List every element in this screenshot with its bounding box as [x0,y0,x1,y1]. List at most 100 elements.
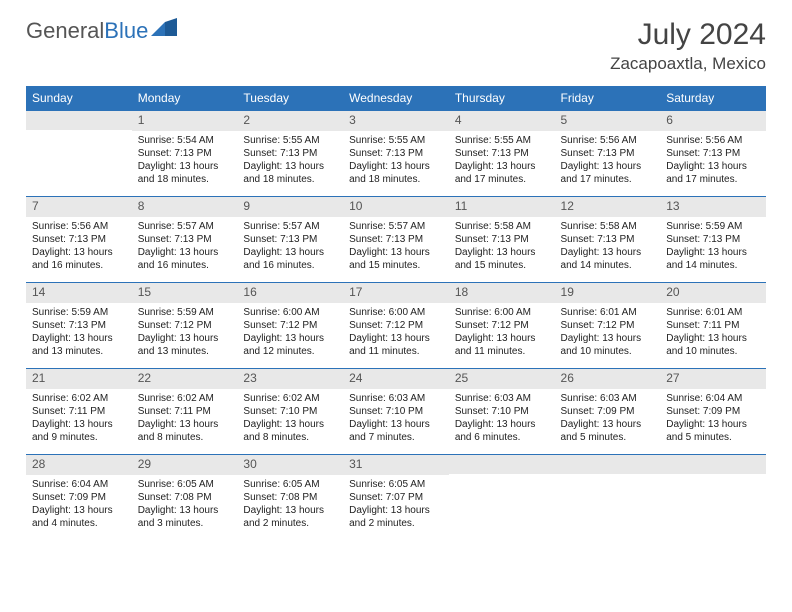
day-line: Daylight: 13 hours [349,504,443,517]
day-line: Sunrise: 5:55 AM [243,134,337,147]
day-number: 30 [237,455,343,475]
day-line: Sunrise: 6:05 AM [138,478,232,491]
calendar-cell: 1Sunrise: 5:54 AMSunset: 7:13 PMDaylight… [132,111,238,197]
day-line: Sunset: 7:13 PM [666,233,760,246]
day-header-monday: Monday [132,86,238,111]
day-line: Sunset: 7:07 PM [349,491,443,504]
calendar-cell: 26Sunrise: 6:03 AMSunset: 7:09 PMDayligh… [555,369,661,455]
day-line: Sunrise: 5:55 AM [455,134,549,147]
day-line: Daylight: 13 hours [455,332,549,345]
day-line: and 18 minutes. [243,173,337,186]
day-line: Sunrise: 6:04 AM [666,392,760,405]
calendar-cell: 5Sunrise: 5:56 AMSunset: 7:13 PMDaylight… [555,111,661,197]
day-number: 8 [132,197,238,217]
day-line: and 7 minutes. [349,431,443,444]
day-number: 31 [343,455,449,475]
day-line: Sunrise: 5:56 AM [32,220,126,233]
day-line: Sunset: 7:09 PM [32,491,126,504]
day-number [555,455,661,474]
calendar-cell [555,455,661,541]
day-line: Sunrise: 5:58 AM [561,220,655,233]
day-number: 7 [26,197,132,217]
day-line: Sunset: 7:12 PM [561,319,655,332]
day-line: Sunset: 7:09 PM [666,405,760,418]
day-line: Daylight: 13 hours [138,332,232,345]
day-line: Sunset: 7:12 PM [349,319,443,332]
logo-mark-icon [151,18,179,44]
day-content: Sunrise: 6:00 AMSunset: 7:12 PMDaylight:… [237,303,343,362]
day-line: Sunset: 7:13 PM [561,233,655,246]
day-header-sunday: Sunday [26,86,132,111]
calendar-cell: 29Sunrise: 6:05 AMSunset: 7:08 PMDayligh… [132,455,238,541]
calendar-cell: 10Sunrise: 5:57 AMSunset: 7:13 PMDayligh… [343,197,449,283]
day-number: 2 [237,111,343,131]
calendar-cell: 27Sunrise: 6:04 AMSunset: 7:09 PMDayligh… [660,369,766,455]
calendar-cell: 20Sunrise: 6:01 AMSunset: 7:11 PMDayligh… [660,283,766,369]
day-content: Sunrise: 6:02 AMSunset: 7:10 PMDaylight:… [237,389,343,448]
day-content [555,474,661,481]
calendar-row: 7 Sunrise: 5:56 AM Sunset: 7:13 PM Daylight… [26,197,766,283]
calendar-cell: 25Sunrise: 6:03 AMSunset: 7:10 PMDayligh… [449,369,555,455]
calendar-cell: 16Sunrise: 6:00 AMSunset: 7:12 PMDayligh… [237,283,343,369]
day-content: Sunrise: 5:59 AMSunset: 7:12 PMDaylight:… [132,303,238,362]
day-content [26,130,132,137]
day-line: Sunrise: 5:59 AM [32,306,126,319]
day-line: and 18 minutes. [349,173,443,186]
day-number: 13 [660,197,766,217]
day-line: Daylight: 13 hours [561,332,655,345]
day-line: Daylight: 13 hours [455,160,549,173]
day-line: Daylight: 13 hours [666,418,760,431]
day-line: Daylight: 13 hours [561,160,655,173]
day-line: Sunset: 7:10 PM [455,405,549,418]
day-number: 6 [660,111,766,131]
day-number: 27 [660,369,766,389]
day-line: Daylight: 13 hours [455,418,549,431]
day-line: and 17 minutes. [666,173,760,186]
day-line: Sunset: 7:13 PM [455,147,549,160]
calendar-cell [26,111,132,197]
day-number [660,455,766,474]
day-line: Sunrise: 6:05 AM [243,478,337,491]
title-block: July 2024 Zacapoaxtla, Mexico [610,18,766,74]
day-line: Sunset: 7:11 PM [32,405,126,418]
calendar-cell: 12Sunrise: 5:58 AMSunset: 7:13 PMDayligh… [555,197,661,283]
day-line: Daylight: 13 hours [243,418,337,431]
day-content: Sunrise: 6:00 AMSunset: 7:12 PMDaylight:… [343,303,449,362]
day-content: Sunrise: 5:58 AMSunset: 7:13 PMDaylight:… [555,217,661,276]
day-line: Sunset: 7:13 PM [349,233,443,246]
day-content [660,474,766,481]
day-line: and 4 minutes. [32,517,126,530]
calendar-cell: 19Sunrise: 6:01 AMSunset: 7:12 PMDayligh… [555,283,661,369]
day-content: Sunrise: 6:04 AMSunset: 7:09 PMDaylight:… [660,389,766,448]
day-line: Sunrise: 6:01 AM [666,306,760,319]
day-line: Daylight: 13 hours [32,246,126,259]
day-content: Sunrise: 5:55 AMSunset: 7:13 PMDaylight:… [343,131,449,190]
calendar-cell: 23Sunrise: 6:02 AMSunset: 7:10 PMDayligh… [237,369,343,455]
day-line: Daylight: 13 hours [561,418,655,431]
day-number: 22 [132,369,238,389]
day-number: 21 [26,369,132,389]
day-header-wednesday: Wednesday [343,86,449,111]
calendar-cell: 28Sunrise: 6:04 AMSunset: 7:09 PMDayligh… [26,455,132,541]
day-content: Sunrise: 5:55 AMSunset: 7:13 PMDaylight:… [449,131,555,190]
calendar-table: Sunday Monday Tuesday Wednesday Thursday… [26,86,766,541]
day-line: and 11 minutes. [455,345,549,358]
day-line: Daylight: 13 hours [666,160,760,173]
calendar-cell: 15Sunrise: 5:59 AMSunset: 7:12 PMDayligh… [132,283,238,369]
day-line: Sunset: 7:13 PM [138,147,232,160]
day-line: Sunset: 7:12 PM [243,319,337,332]
day-line: Daylight: 13 hours [138,246,232,259]
day-line: and 16 minutes. [32,259,126,272]
day-line: Sunrise: 6:03 AM [455,392,549,405]
day-number: 14 [26,283,132,303]
calendar-cell: 8Sunrise: 5:57 AMSunset: 7:13 PMDaylight… [132,197,238,283]
day-line: Daylight: 13 hours [243,504,337,517]
calendar-cell: 9Sunrise: 5:57 AMSunset: 7:13 PMDaylight… [237,197,343,283]
day-line: and 15 minutes. [349,259,443,272]
day-content: Sunrise: 6:02 AMSunset: 7:11 PMDaylight:… [132,389,238,448]
day-header-friday: Friday [555,86,661,111]
day-line: and 13 minutes. [138,345,232,358]
calendar-cell: 7Sunrise: 5:56 AMSunset: 7:13 PMDaylight… [26,197,132,283]
day-line: Daylight: 13 hours [32,504,126,517]
day-line: Sunrise: 5:56 AM [561,134,655,147]
